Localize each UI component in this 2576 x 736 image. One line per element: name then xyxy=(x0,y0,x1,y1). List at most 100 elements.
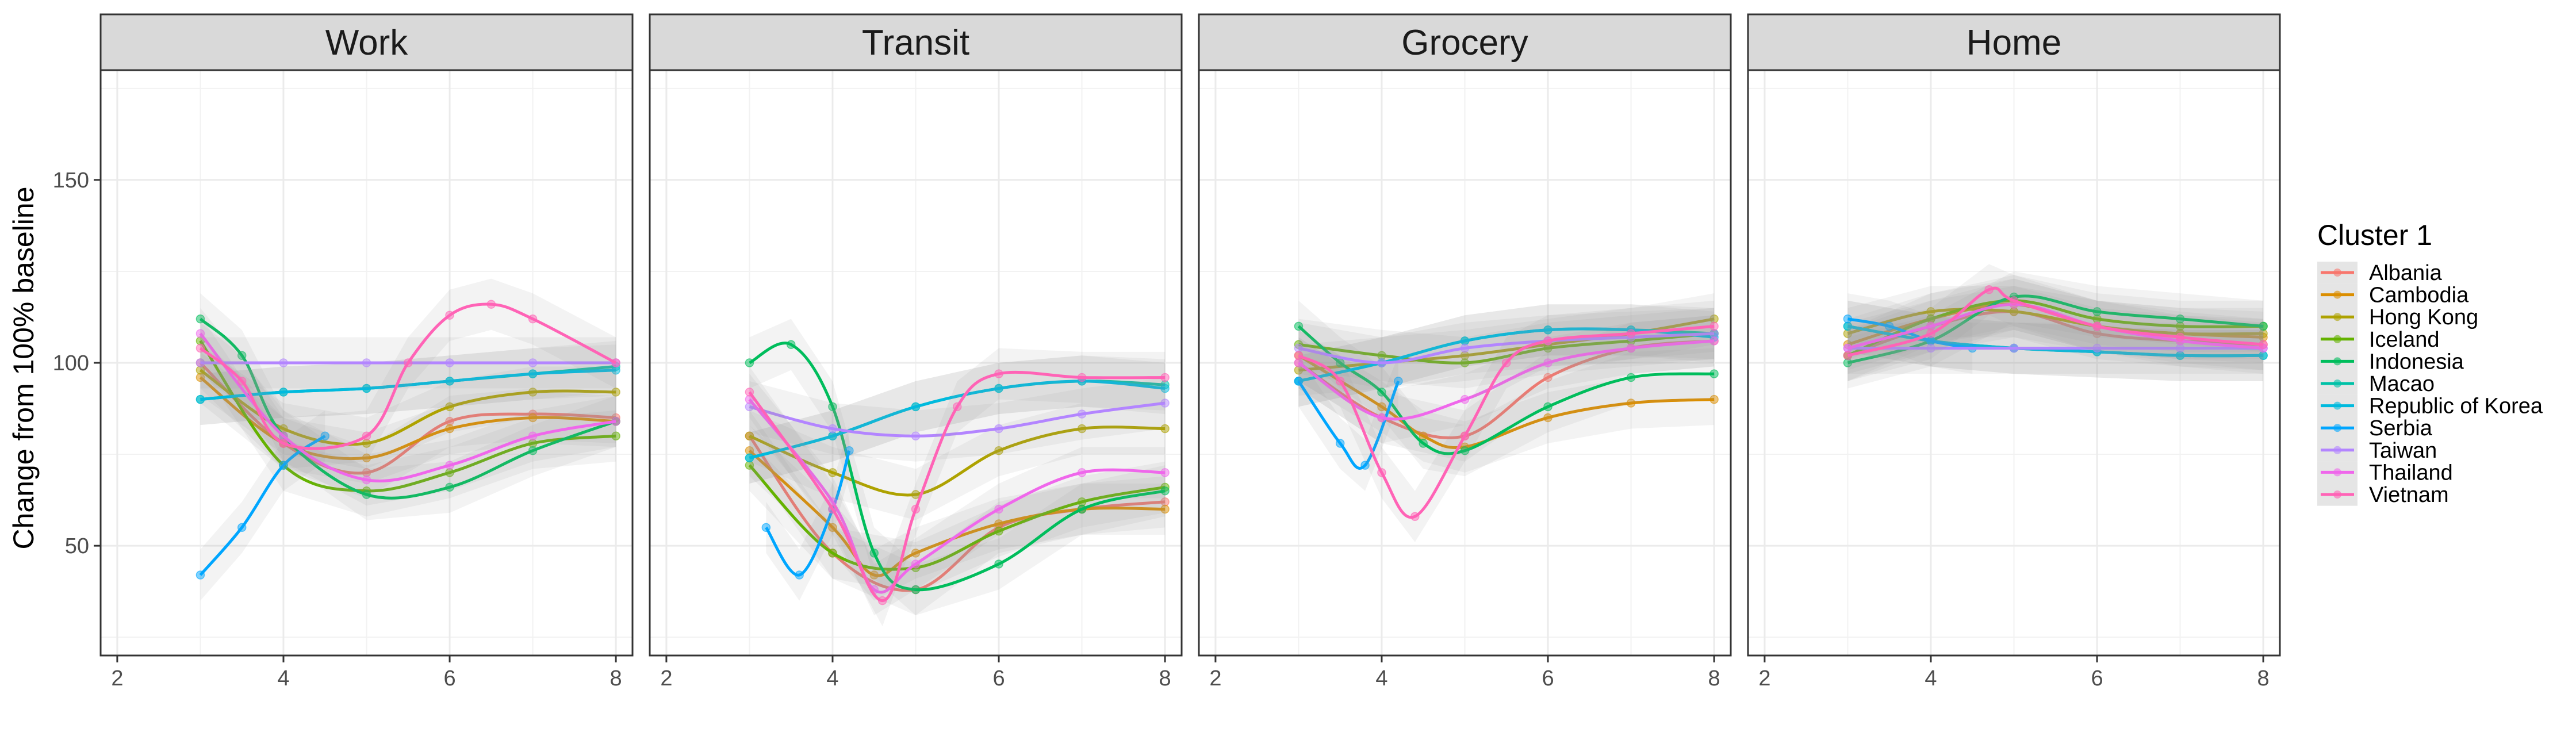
legend-label: Thailand xyxy=(2369,461,2453,485)
confidence-band xyxy=(1847,278,2264,374)
series-vietnam xyxy=(195,278,620,469)
legend-label: Cambodia xyxy=(2369,283,2469,308)
x-tick-label: 2 xyxy=(660,666,672,691)
series-thailand xyxy=(1294,315,1719,443)
series-line xyxy=(199,362,616,475)
series-line xyxy=(1847,286,2264,357)
legend-entry-vietnam: Vietnam xyxy=(2317,483,2449,507)
legend-entry-serbia: Serbia xyxy=(2317,416,2433,440)
legend-label: Indonesia xyxy=(2369,350,2464,374)
x-tick-label: 8 xyxy=(2257,666,2270,691)
confidence-band xyxy=(1847,275,2264,381)
confidence-band xyxy=(1298,308,1715,389)
x-tick-label: 8 xyxy=(1708,666,1720,691)
facet-strip xyxy=(1198,13,1732,71)
panel-border xyxy=(1198,69,1732,657)
x-tick-label: 8 xyxy=(610,666,622,691)
series-line xyxy=(199,332,616,483)
series-line xyxy=(1847,294,2264,365)
legend-key-point xyxy=(2333,468,2341,477)
facet-title: Grocery xyxy=(1401,23,1528,63)
legend-key-point xyxy=(2333,357,2341,366)
series-line xyxy=(748,464,1166,571)
series-line xyxy=(199,376,616,461)
series-line xyxy=(749,401,1166,438)
legend-entry-republic-of-korea: Republic of Korea xyxy=(2317,394,2543,419)
series-line xyxy=(749,425,1166,497)
series-line xyxy=(1847,324,2264,358)
x-tick-label: 2 xyxy=(1758,666,1770,691)
x-tick-label: 6 xyxy=(2091,666,2103,691)
facet-panel-home: Home 2 4 6 8 xyxy=(1747,13,2281,691)
confidence-band xyxy=(200,308,616,506)
legend-key-point xyxy=(2333,446,2341,454)
x-tick-label: 8 xyxy=(1159,666,1171,691)
legend-label: Vietnam xyxy=(2369,483,2449,507)
panel-border xyxy=(1747,69,2281,657)
series-line xyxy=(1847,308,2264,336)
legend-key-point xyxy=(2333,490,2341,499)
legend-key-point xyxy=(2333,424,2341,432)
series-line xyxy=(1298,339,1715,421)
legend-key-point xyxy=(2333,313,2341,321)
legend-entry-hong-kong: Hong Kong xyxy=(2317,305,2478,329)
confidence-band xyxy=(749,348,1166,627)
series-line xyxy=(1298,332,1715,365)
series-line xyxy=(748,370,1166,603)
legend-label: Macao xyxy=(2369,372,2435,396)
legend-entry-taiwan: Taiwan xyxy=(2317,439,2437,463)
confidence-band xyxy=(200,293,616,520)
series-line xyxy=(765,450,851,577)
legend-label: Albania xyxy=(2369,261,2443,285)
x-tick-label: 2 xyxy=(1209,666,1221,691)
legend-key-point xyxy=(2333,335,2341,343)
legend-key-point xyxy=(2333,401,2341,410)
facet-strip xyxy=(649,13,1183,71)
series-line xyxy=(1298,327,1715,383)
x-tick-label: 4 xyxy=(826,666,838,691)
series-republic-of-korea xyxy=(195,344,620,425)
series-vietnam xyxy=(1843,264,2268,381)
series-line xyxy=(1847,299,2264,357)
series-line xyxy=(1298,324,1715,519)
facet-title: Transit xyxy=(862,23,969,63)
series-line xyxy=(1298,354,1715,449)
confidence-band xyxy=(200,315,616,517)
legend-entry-iceland: Iceland xyxy=(2317,328,2440,352)
legend-key-point xyxy=(2333,379,2341,388)
series-vietnam xyxy=(1294,300,1719,542)
y-axis-label: Change from 100% baseline xyxy=(7,187,40,550)
confidence-band xyxy=(1847,264,2264,381)
series-thailand xyxy=(195,308,620,506)
legend-label: Serbia xyxy=(2369,416,2433,440)
confidence-band xyxy=(766,425,849,601)
confidence-band xyxy=(749,319,1166,616)
series-line xyxy=(748,398,1166,594)
legend-entry-thailand: Thailand xyxy=(2317,461,2453,485)
confidence-band xyxy=(200,410,325,601)
confidence-band xyxy=(749,425,1166,601)
panel-border xyxy=(649,69,1183,657)
confidence-band xyxy=(1298,300,1715,542)
confidence-band xyxy=(749,374,1166,616)
legend-label: Hong Kong xyxy=(2369,305,2478,329)
x-tick-label: 6 xyxy=(992,666,1005,691)
facet-panel-work: Work 2 4 6 8 50 100 150 xyxy=(53,13,634,691)
series-line xyxy=(199,340,616,493)
confidence-band xyxy=(1298,329,1715,473)
x-tick-label: 4 xyxy=(1925,666,1937,691)
y-tick-label: 150 xyxy=(53,168,89,193)
confidence-band xyxy=(749,377,1166,462)
legend-key-point xyxy=(2333,269,2341,277)
legend-entry-cambodia: Cambodia xyxy=(2317,283,2469,308)
series-line xyxy=(1847,317,1973,350)
facet-title: Home xyxy=(1966,23,2061,63)
x-tick-label: 4 xyxy=(1375,666,1387,691)
series-line xyxy=(200,369,616,401)
y-tick-label: 100 xyxy=(53,351,89,375)
confidence-band xyxy=(200,278,616,469)
